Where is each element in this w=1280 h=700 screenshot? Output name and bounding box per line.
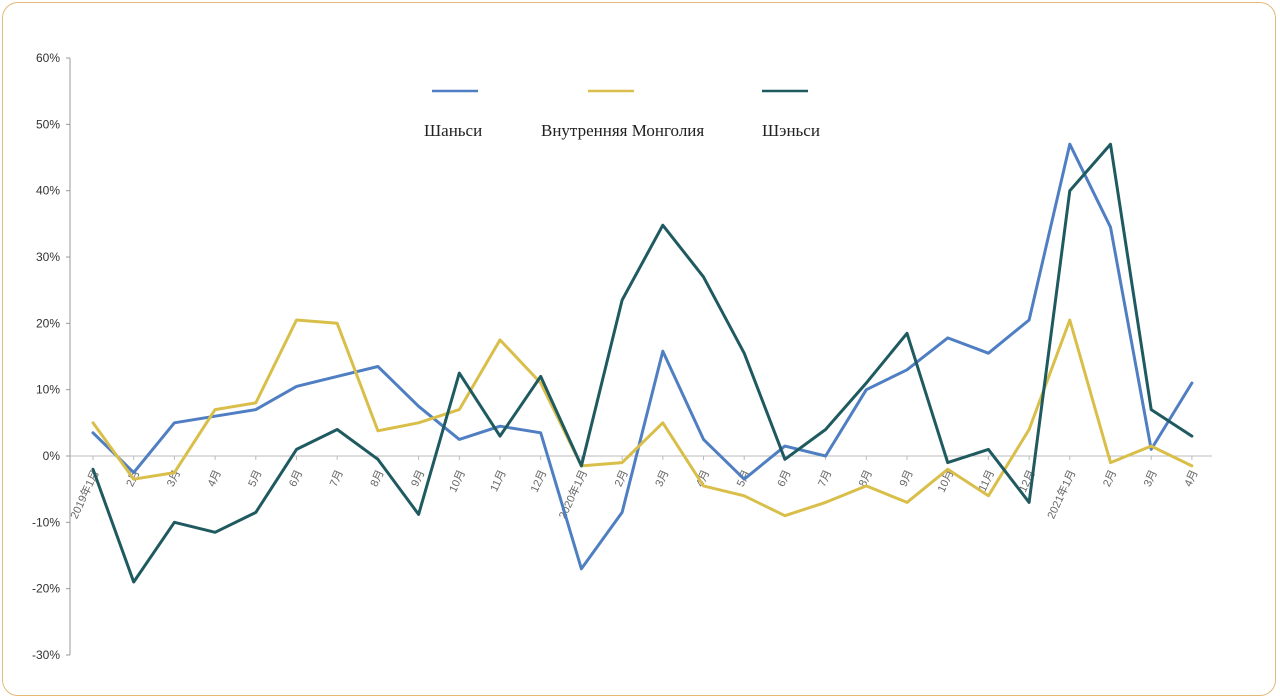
y-tick-label: 20% xyxy=(36,316,60,330)
y-tick-label: 40% xyxy=(36,184,60,198)
x-tick-label: 5月 xyxy=(246,468,264,489)
legend-label-2: Внутренняя Монголия xyxy=(541,121,704,140)
y-tick-label: -10% xyxy=(32,515,60,529)
x-tick-label: 2月 xyxy=(1101,468,1119,489)
legend: Шаньси Внутренняя Монголия Шэньси xyxy=(424,89,820,140)
x-tick-label: 9月 xyxy=(898,468,916,489)
x-tick-label: 7月 xyxy=(816,468,834,489)
legend-label-1: Шаньси xyxy=(424,121,482,140)
y-tick-label: 10% xyxy=(36,383,60,397)
x-tick-label: 3月 xyxy=(653,468,671,489)
y-tick-label: 60% xyxy=(36,51,60,65)
y-tick-label: 0% xyxy=(43,449,61,463)
x-tick-label: 6月 xyxy=(776,468,794,489)
x-tick-label: 3月 xyxy=(1142,468,1160,489)
x-tick-label: 2021年1月 xyxy=(1044,467,1079,521)
x-tick-label: 12月 xyxy=(529,468,550,494)
x-tick-label: 4月 xyxy=(206,468,224,489)
x-tick-label: 4月 xyxy=(1183,468,1201,489)
x-tick-label: 10月 xyxy=(447,468,468,494)
y-tick-label: 30% xyxy=(36,250,60,264)
series-lines xyxy=(91,142,1194,584)
y-tick-label: -20% xyxy=(32,582,60,596)
series-line-3 xyxy=(91,142,1194,584)
x-tick-label: 11月 xyxy=(488,468,508,493)
y-tick-label: 50% xyxy=(36,117,60,131)
axes: 60%50%40%30%20%10%0%-10%-20%-30%2019年1月 2… xyxy=(32,51,1212,662)
x-tick-label: 7月 xyxy=(328,468,346,489)
series-line-1 xyxy=(91,142,1194,571)
y-tick-label: -30% xyxy=(32,648,60,662)
x-tick-label: 8月 xyxy=(369,468,387,489)
x-tick-label: 9月 xyxy=(409,468,427,489)
legend-label-3: Шэньси xyxy=(762,121,820,140)
x-tick-label: 6月 xyxy=(287,468,305,489)
series-line-2 xyxy=(91,318,1194,518)
